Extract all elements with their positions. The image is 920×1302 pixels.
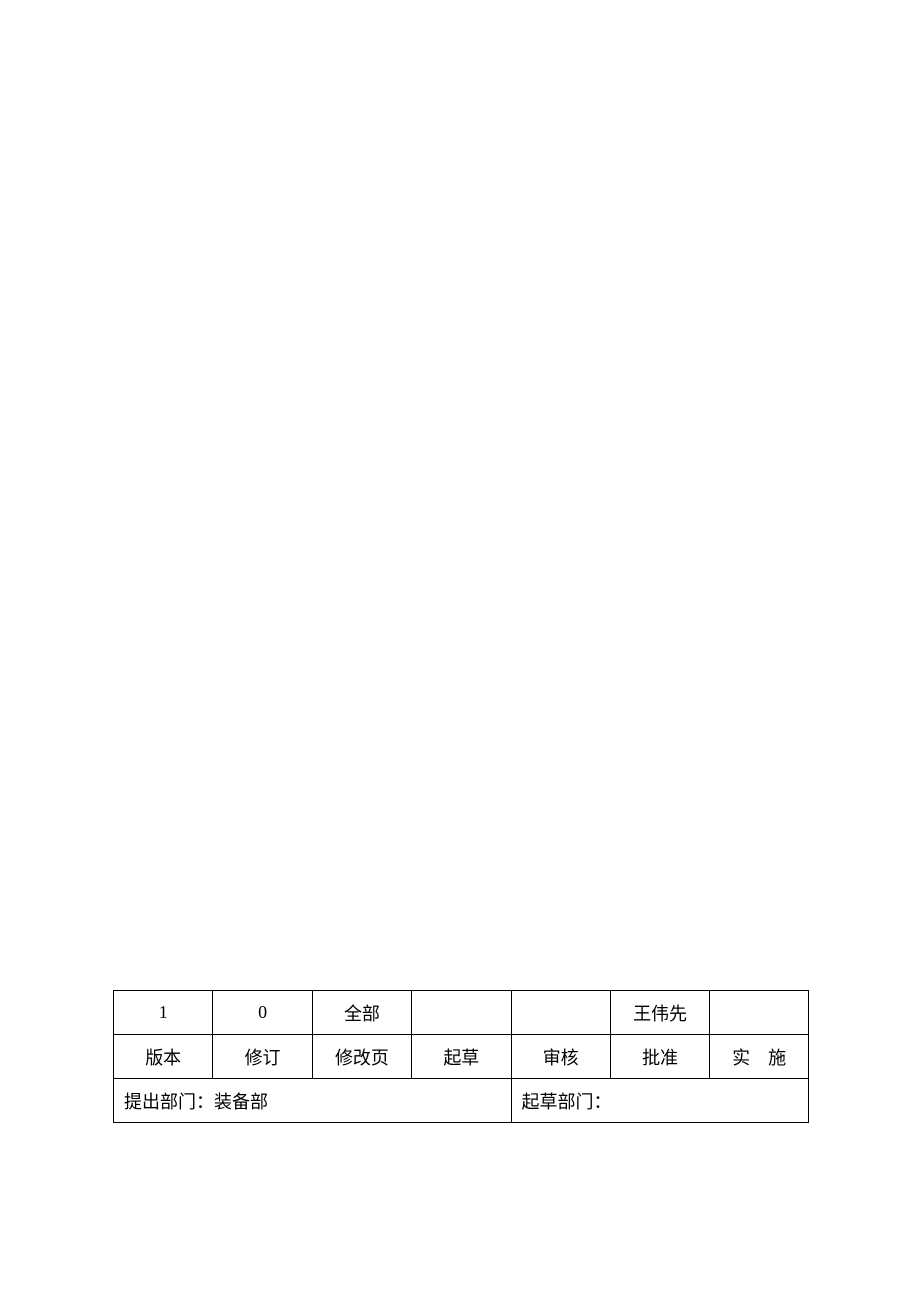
- header-modified-page: 修改页: [312, 1035, 411, 1079]
- table-header-row: 版本 修订 修改页 起草 审核 批准 实 施: [114, 1035, 809, 1079]
- cell-implement-value: [710, 991, 809, 1035]
- header-draft: 起草: [412, 1035, 511, 1079]
- document-revision-table: 1 0 全部 王伟先 版本 修订 修改页 起草 审核 批准 实 施 提出部门：装…: [113, 990, 809, 1123]
- header-version: 版本: [114, 1035, 213, 1079]
- drafting-dept-cell: 起草部门：: [511, 1079, 809, 1123]
- cell-approve-value: 王伟先: [610, 991, 709, 1035]
- header-implement: 实 施: [710, 1035, 809, 1079]
- cell-modified-page-value: 全部: [312, 991, 411, 1035]
- table-dept-row: 提出部门：装备部 起草部门：: [114, 1079, 809, 1123]
- header-revision: 修订: [213, 1035, 312, 1079]
- cell-draft-value: [412, 991, 511, 1035]
- proposing-dept-label: 提出部门：: [124, 1092, 214, 1112]
- header-approve: 批准: [610, 1035, 709, 1079]
- cell-version-value: 1: [114, 991, 213, 1035]
- drafting-dept-label: 起草部门：: [522, 1092, 612, 1112]
- cell-review-value: [511, 991, 610, 1035]
- table-data-row: 1 0 全部 王伟先: [114, 991, 809, 1035]
- proposing-dept-value: 装备部: [214, 1092, 268, 1112]
- proposing-dept-cell: 提出部门：装备部: [114, 1079, 512, 1123]
- header-review: 审核: [511, 1035, 610, 1079]
- cell-revision-value: 0: [213, 991, 312, 1035]
